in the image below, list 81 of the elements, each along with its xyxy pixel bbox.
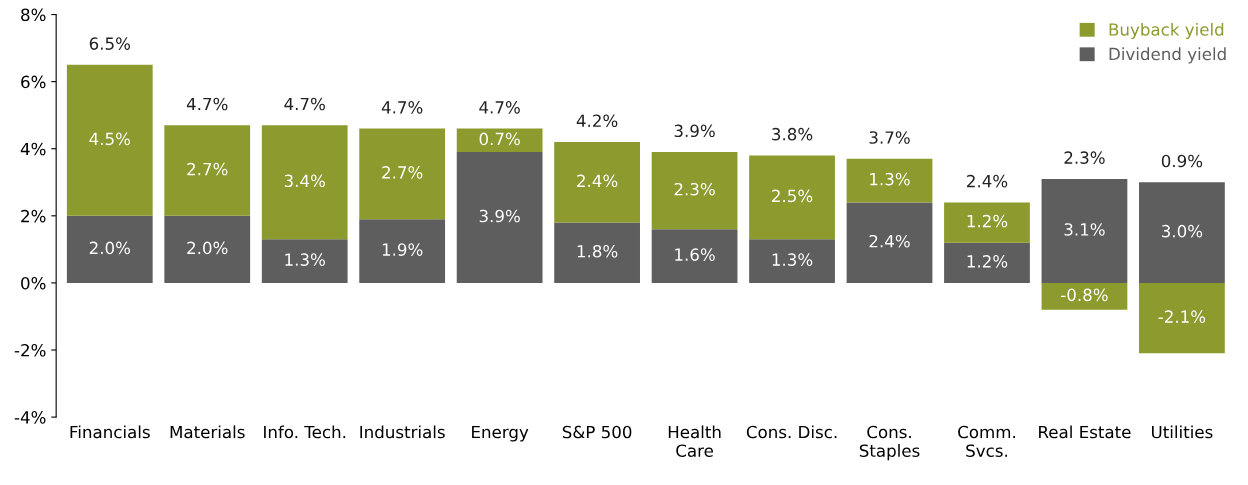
bar [749, 155, 835, 240]
y-tick-label: 2% [21, 209, 46, 223]
total-label: 3.9% [674, 124, 715, 138]
data-label: 1.3% [285, 253, 325, 266]
bar [66, 215, 153, 283]
total-label: 2.3% [1064, 151, 1105, 164]
data-label: 2.4% [869, 234, 910, 248]
bar [944, 242, 1030, 283]
data-label: 1.3% [772, 253, 813, 266]
data-label: 2.3% [674, 182, 715, 196]
bar [66, 64, 153, 216]
total-label: 4.7% [381, 101, 423, 114]
x-tick-label: Financials [70, 425, 150, 439]
bar [1139, 182, 1225, 283]
bar [749, 239, 835, 283]
data-label: 3.4% [284, 174, 325, 188]
bar [261, 239, 348, 283]
data-label: 1.6% [675, 248, 715, 261]
y-tick-label: -2% [14, 343, 46, 357]
x-tick-label: S&P 500 [562, 425, 632, 439]
data-label: 3.0% [1162, 224, 1203, 238]
bar [554, 142, 640, 223]
data-label: 3.1% [1064, 223, 1105, 236]
bar [554, 222, 640, 283]
data-label: 3.9% [479, 209, 520, 223]
bar [1041, 282, 1128, 310]
legend-label: Dividend yield [1109, 47, 1226, 64]
x-tick-label: Info. Tech. [264, 425, 346, 439]
x-tick-label: Comm. Svcs. [958, 425, 1015, 457]
bar [651, 152, 738, 230]
y-tick-label: 6% [21, 75, 46, 89]
data-label: 2.7% [382, 166, 423, 179]
x-tick-label: Energy [472, 425, 529, 442]
x-tick-label: Industrials [360, 425, 445, 439]
data-label: 1.2% [967, 255, 1008, 268]
total-label: 4.7% [186, 97, 228, 111]
y-tick-label: -4% [14, 411, 46, 424]
data-label: 0.7% [479, 132, 520, 146]
legend-label: Buyback yield [1109, 22, 1224, 40]
bar [359, 219, 446, 283]
data-label: 2.0% [89, 241, 131, 255]
total-label: 0.9% [1161, 154, 1203, 168]
x-tick-label: Cons. Staples [859, 425, 920, 461]
data-label: 1.8% [577, 244, 618, 258]
bar [651, 229, 738, 283]
bar [359, 128, 446, 220]
total-label: 4.2% [576, 114, 618, 128]
bar [1139, 282, 1225, 354]
total-label: 2.4% [967, 174, 1008, 188]
y-tick-label: 8% [21, 8, 46, 22]
total-label: 3.8% [772, 127, 813, 141]
data-label: 2.4% [577, 174, 618, 188]
bar [164, 125, 251, 216]
bar [456, 152, 543, 283]
total-label: 6.5% [89, 37, 131, 50]
y-tick-label: 0% [21, 276, 46, 290]
bar [1041, 178, 1128, 283]
x-tick-label: Health Care [668, 425, 721, 457]
bar [164, 215, 251, 283]
data-label: -2.1% [1158, 310, 1206, 323]
bar [456, 128, 543, 153]
total-label: 4.7% [479, 101, 520, 114]
data-label: 4.5% [89, 132, 131, 146]
total-label: 4.7% [284, 97, 325, 111]
data-label: 2.0% [187, 241, 228, 255]
bar [944, 202, 1030, 243]
x-tick-label: Real Estate [1039, 425, 1131, 439]
bar [846, 158, 933, 203]
x-tick-label: Materials [170, 425, 245, 439]
bar [846, 202, 933, 283]
data-label: -0.8% [1061, 288, 1108, 302]
x-tick-label: Utilities [1152, 425, 1213, 439]
data-label: 1.2% [967, 214, 1008, 228]
data-label: 2.7% [187, 162, 228, 176]
bar [261, 125, 348, 240]
data-label: 1.9% [382, 243, 423, 256]
data-label: 2.5% [772, 189, 813, 203]
y-tick-label: 4% [20, 142, 46, 156]
data-label: 1.3% [870, 172, 910, 186]
x-tick-label: Cons. Disc. [746, 425, 837, 439]
total-label: 3.7% [869, 131, 910, 144]
